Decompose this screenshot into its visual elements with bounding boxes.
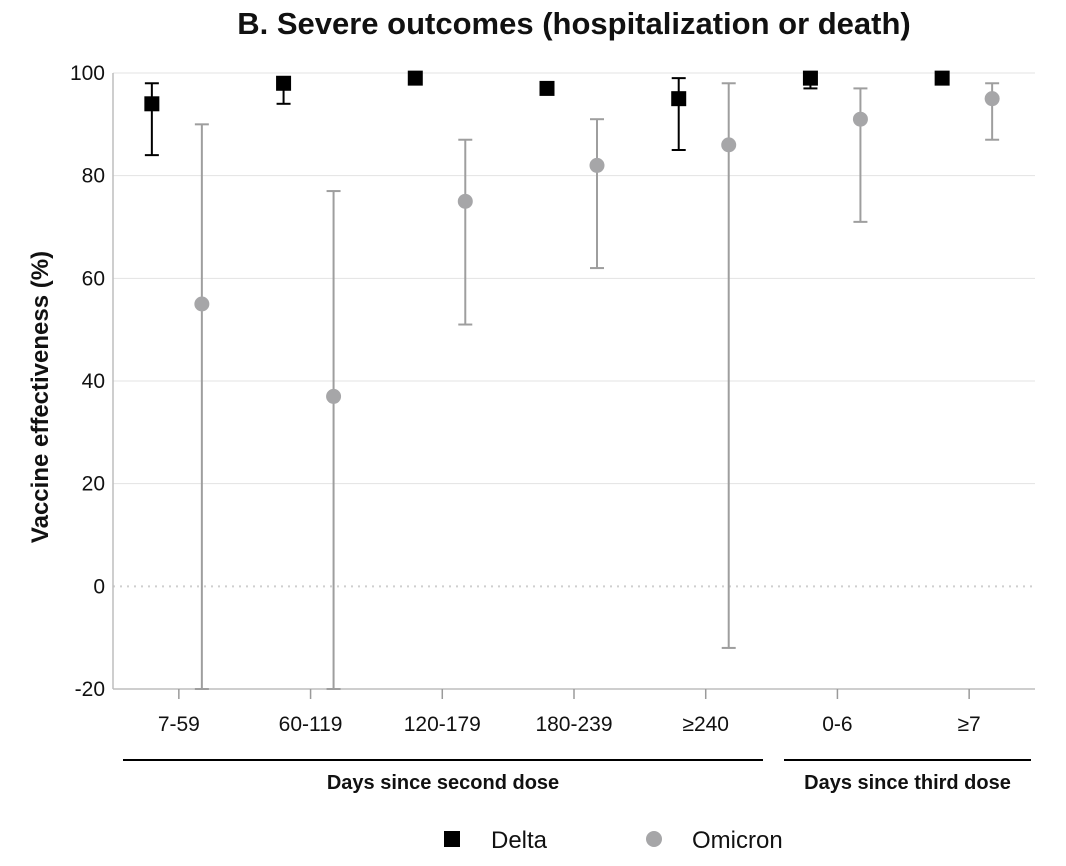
y-axis-ticks: -20 0 20 40 60 80 100 (70, 62, 105, 701)
x-tick-label: 7-59 (158, 713, 200, 736)
y-tick-label: 40 (82, 370, 105, 393)
x-tick-label: 180-239 (535, 713, 612, 736)
legend-label: Omicron (692, 827, 783, 854)
delta-marker (407, 70, 423, 86)
y-axis-label: Vaccine effectiveness (%) (27, 251, 54, 543)
chart-title: B. Severe outcomes (hospitalization or d… (237, 6, 911, 41)
omicron-marker (457, 193, 473, 209)
legend-label: Delta (491, 827, 548, 854)
y-tick-label: 0 (93, 575, 105, 598)
x-tick-label: ≥240 (682, 713, 729, 736)
group-label: Days since third dose (804, 772, 1011, 794)
error-bars (144, 77, 1000, 690)
delta-marker (934, 70, 950, 86)
omicron-marker (589, 157, 605, 173)
y-tick-label: 60 (82, 267, 105, 290)
x-tick-label: 120-179 (404, 713, 481, 736)
omicron-marker (852, 111, 868, 127)
delta-marker (276, 75, 292, 91)
legend-omicron-swatch (646, 831, 662, 847)
y-tick-label: 20 (82, 473, 105, 496)
delta-marker (539, 80, 555, 96)
omicron-marker (194, 296, 210, 312)
x-tick-label: ≥7 (958, 713, 981, 736)
x-axis: 7-59 60-119 120-179 180-239 ≥240 0-6 ≥7 (112, 73, 1035, 736)
x-axis-groups: Days since second dose Days since third d… (123, 759, 1031, 794)
omicron-marker (984, 91, 1000, 107)
legend: Delta Omicron (444, 827, 783, 854)
delta-marker (802, 70, 818, 86)
y-tick-label: -20 (75, 678, 105, 701)
delta-marker (671, 91, 687, 107)
omicron-marker (721, 137, 737, 153)
x-tick-label: 0-6 (822, 713, 852, 736)
y-tick-label: 100 (70, 62, 105, 85)
delta-marker (144, 96, 160, 112)
legend-delta-swatch (444, 831, 460, 847)
omicron-marker (326, 388, 342, 404)
gridlines (113, 72, 1035, 588)
x-tick-label: 60-119 (279, 713, 343, 736)
group-label: Days since second dose (327, 772, 559, 794)
data-markers (144, 70, 1000, 404)
y-tick-label: 80 (82, 165, 105, 188)
